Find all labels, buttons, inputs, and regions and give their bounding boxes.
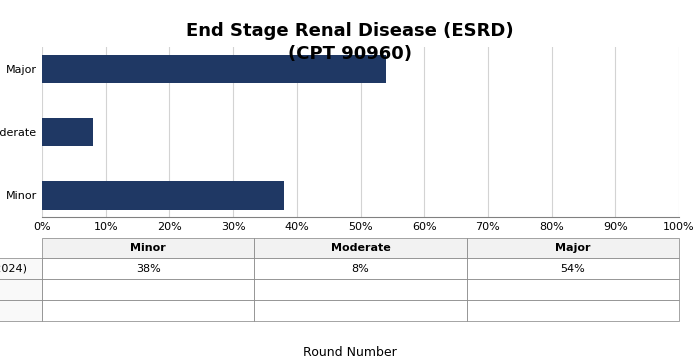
Text: End Stage Renal Disease (ESRD)
(CPT 90960): End Stage Renal Disease (ESRD) (CPT 9096…	[186, 22, 514, 64]
Bar	[42, 55, 386, 83]
Text: Round Number: Round Number	[303, 346, 397, 359]
Bar	[42, 118, 93, 147]
Bar	[42, 181, 284, 209]
